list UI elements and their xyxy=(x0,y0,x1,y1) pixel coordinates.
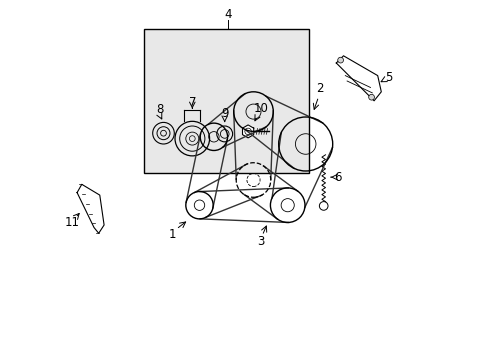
Text: 11: 11 xyxy=(65,216,80,229)
Bar xyxy=(143,29,309,173)
Polygon shape xyxy=(242,125,253,138)
Text: 8: 8 xyxy=(156,103,163,116)
Polygon shape xyxy=(77,184,104,233)
Text: 5: 5 xyxy=(384,71,391,84)
Text: 10: 10 xyxy=(253,102,267,114)
Text: 2: 2 xyxy=(316,82,323,95)
Circle shape xyxy=(368,94,374,100)
Circle shape xyxy=(337,57,343,63)
Text: 9: 9 xyxy=(221,107,228,120)
Text: 1: 1 xyxy=(168,228,176,240)
Text: 7: 7 xyxy=(188,96,196,109)
Text: 3: 3 xyxy=(257,235,264,248)
Text: 4: 4 xyxy=(224,8,232,21)
Polygon shape xyxy=(336,56,381,101)
Text: 6: 6 xyxy=(334,171,341,184)
